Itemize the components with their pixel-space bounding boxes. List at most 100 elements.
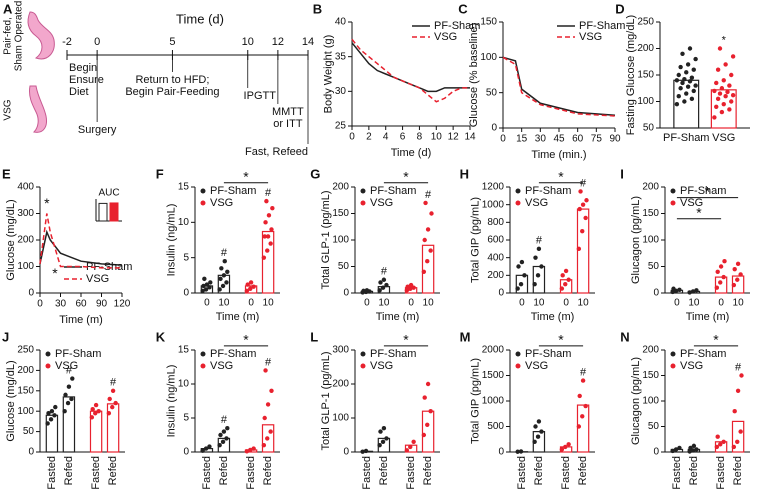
data-point (739, 373, 744, 378)
y-tick-label: 0 (343, 447, 349, 458)
data-point (690, 289, 696, 294)
data-point (113, 400, 118, 406)
x-tick-label: 8 (417, 132, 423, 143)
legend-label: VSG (434, 31, 457, 43)
y-tick-label: 250 (17, 345, 34, 356)
legend-marker (515, 363, 521, 369)
y-tick-label: 0 (653, 288, 659, 299)
y-tick-label: 50 (643, 123, 655, 134)
data-point (263, 368, 268, 373)
data-point (732, 409, 737, 414)
x-axis-label: Time (m) (686, 311, 730, 323)
legend-marker (360, 200, 366, 206)
y-tick-label: 150 (17, 385, 34, 396)
data-point (63, 392, 68, 398)
data-point (381, 277, 387, 282)
data-point (536, 419, 542, 424)
x-axis-label: Time (m) (376, 311, 420, 323)
data-point (689, 75, 695, 80)
annotation: * (403, 332, 409, 348)
data-point (694, 447, 699, 452)
series-line (39, 229, 123, 266)
y-tick-label: 5 (183, 413, 189, 424)
legend-label: VSG (210, 360, 233, 372)
data-point (680, 80, 685, 86)
event-label: Begin Pair-Feeding (125, 86, 219, 98)
data-point (715, 434, 720, 439)
x-tick-label: 12 (272, 36, 284, 48)
y-tick-label: 150 (637, 70, 654, 81)
data-point (110, 388, 116, 393)
data-point (200, 448, 205, 453)
data-point (265, 402, 271, 407)
data-point (533, 424, 538, 429)
y-axis-label: Insulin (ng/mL) (166, 365, 178, 438)
data-point (682, 77, 687, 82)
y-tick-label: 0 (653, 447, 659, 458)
annotation: * (52, 265, 58, 281)
y-tick-label: 40 (335, 17, 347, 28)
y-axis-label: Glucose (mg/dL) (5, 199, 17, 280)
data-point (563, 268, 569, 274)
data-point (262, 234, 267, 239)
legend-marker (200, 351, 206, 357)
y-tick-label: 50 (338, 261, 350, 272)
data-point (261, 255, 267, 260)
data-point (693, 83, 698, 88)
x-tick-label: 10 (218, 298, 230, 309)
y-tick-label: 50 (648, 421, 660, 432)
data-point (518, 281, 524, 287)
data-point (207, 285, 212, 290)
annotation: # (425, 189, 432, 201)
data-point (52, 413, 57, 418)
data-point (89, 415, 95, 420)
data-point (263, 220, 268, 225)
data-point (384, 436, 389, 441)
legend-label: VSG (525, 197, 548, 209)
data-point (221, 273, 227, 278)
data-point (687, 449, 692, 454)
legend-label: PF-Sham (370, 185, 416, 197)
bar (421, 244, 435, 294)
y-tick-label: 200 (642, 182, 659, 193)
y-tick-label: 0 (28, 288, 34, 299)
inset-title: AUC (98, 188, 119, 199)
data-point (689, 96, 695, 102)
legend-marker (515, 188, 521, 194)
x-tick-label: 10 (263, 298, 275, 309)
y-axis-label: Glucose (mg/dL) (5, 360, 17, 441)
data-point (251, 284, 256, 289)
y-tick-label: 1200 (482, 182, 505, 193)
data-point (680, 51, 685, 56)
data-point (220, 283, 226, 289)
data-point (687, 79, 693, 84)
group-label: Pair-fed, (3, 17, 14, 55)
data-point (580, 414, 585, 419)
data-point (425, 259, 430, 264)
data-point (519, 259, 525, 265)
inset-bar (109, 202, 119, 222)
data-point (422, 395, 427, 400)
inset-bar (98, 202, 108, 222)
data-point (361, 288, 366, 294)
data-point (719, 109, 725, 115)
data-point (715, 67, 721, 72)
bar (559, 279, 573, 294)
data-point (677, 445, 682, 451)
y-tick-label: 15 (178, 345, 190, 356)
y-tick-label: 35 (335, 51, 347, 62)
data-point (425, 381, 431, 387)
x-tick-label: Fasted (671, 456, 683, 490)
data-point (377, 288, 382, 293)
data-point (731, 282, 737, 288)
data-point (714, 104, 719, 110)
annotation: * (713, 332, 719, 348)
data-point (515, 449, 520, 454)
y-tick-label: 100 (17, 406, 34, 417)
data-point (363, 448, 369, 454)
data-point (65, 400, 71, 406)
x-tick-label: Fasted (46, 456, 58, 490)
y-tick-label: 50 (648, 261, 660, 272)
data-point (203, 446, 209, 451)
y-tick-label: 10 (178, 379, 190, 390)
